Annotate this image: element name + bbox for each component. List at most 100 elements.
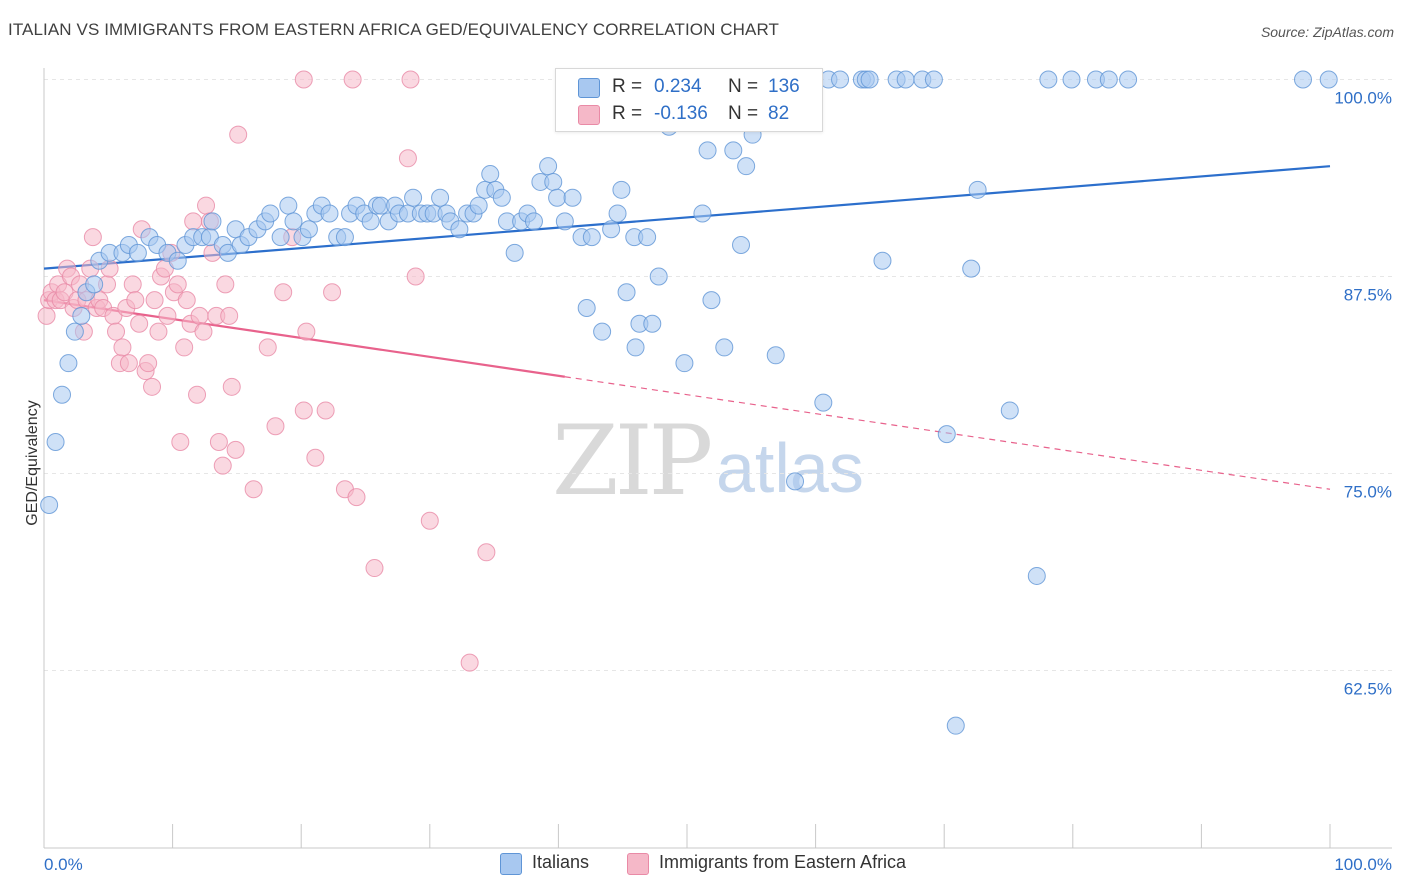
immigrant-point — [294, 70, 313, 89]
immigrant-point — [420, 511, 439, 530]
italian-point — [831, 70, 850, 89]
italian-point — [1119, 70, 1138, 89]
immigrants-swatch — [578, 105, 600, 125]
italian-point — [602, 220, 621, 239]
immigrant-point — [244, 480, 263, 499]
italian-point — [65, 322, 84, 341]
n-value: 136 — [768, 76, 800, 97]
immigrant-point — [171, 432, 190, 451]
immigrant-point — [406, 267, 425, 286]
italian-point — [626, 338, 645, 357]
italian-point — [431, 188, 450, 207]
italian-point — [284, 212, 303, 231]
italian-point — [404, 188, 423, 207]
italian-point — [1099, 70, 1118, 89]
italian-point — [593, 322, 612, 341]
immigrant-point — [213, 456, 232, 475]
italian-point — [946, 716, 965, 735]
immigrant-point — [274, 283, 293, 302]
watermark-atlas: atlas — [716, 429, 864, 507]
immigrant-point — [401, 70, 420, 89]
italian-point — [469, 196, 488, 215]
italian-point — [450, 220, 469, 239]
immigrant-point — [306, 448, 325, 467]
italian-point — [563, 188, 582, 207]
immigrant-point — [477, 543, 496, 562]
axes — [43, 68, 1392, 849]
watermark-zip: ZIP — [552, 405, 713, 517]
italian-point — [168, 251, 187, 270]
italian-point — [271, 228, 290, 247]
immigrant-point — [139, 354, 158, 373]
immigrant-point — [220, 306, 239, 325]
immigrant-point — [266, 417, 285, 436]
italian-point — [643, 314, 662, 333]
italian-point — [962, 259, 981, 278]
immigrant-point — [130, 314, 149, 333]
italian-point — [675, 354, 694, 373]
immigrant-point — [316, 401, 335, 420]
italian-point — [279, 196, 298, 215]
immigrant-point — [209, 432, 228, 451]
chart-title: ITALIAN VS IMMIGRANTS FROM EASTERN AFRIC… — [8, 20, 780, 39]
immigrant-point — [149, 322, 168, 341]
n-label: N = — [728, 103, 759, 124]
italian-point — [737, 157, 756, 176]
immigrant-point — [226, 440, 245, 459]
legend-label: Immigrants from Eastern Africa — [659, 852, 907, 872]
immigrant-point — [107, 322, 126, 341]
immigrant-point — [113, 338, 132, 357]
italian-point — [608, 204, 627, 223]
italian-point — [1293, 70, 1312, 89]
italian-point — [320, 204, 339, 223]
immigrant-point — [347, 488, 366, 507]
italian-point — [544, 172, 563, 191]
y-tick-label: 100.0% — [1334, 89, 1392, 108]
italian-point — [72, 306, 91, 325]
gridlines — [44, 79, 1392, 671]
italian-point — [218, 243, 237, 262]
immigrant-point — [216, 275, 235, 294]
n-label: N = — [728, 76, 759, 97]
immigrant-point — [343, 70, 362, 89]
data-points — [37, 70, 1338, 735]
italian-point — [1000, 401, 1019, 420]
r-value: 0.234 — [654, 76, 702, 97]
italian-point — [814, 393, 833, 412]
immigrant-point — [168, 275, 187, 294]
italian-point — [85, 275, 104, 294]
italian-point — [937, 425, 956, 444]
italian-point — [203, 212, 222, 231]
immigrant-point — [37, 306, 56, 325]
immigrant-point — [365, 559, 384, 578]
italian-point — [693, 204, 712, 223]
immigrant-point — [222, 377, 241, 396]
italian-point — [649, 267, 668, 286]
immigrant-point — [175, 338, 194, 357]
italian-point — [924, 70, 943, 89]
italian-point — [492, 188, 511, 207]
immigrant-point — [398, 149, 417, 168]
x-tick-label: 100.0% — [1334, 855, 1392, 874]
legend-label: Italians — [532, 852, 590, 872]
trend-lines — [43, 165, 1331, 490]
italian-point — [1062, 70, 1081, 89]
italian-point — [53, 385, 72, 404]
y-axis-title: GED/Equivalency — [24, 400, 41, 525]
y-tick-label: 75.0% — [1344, 483, 1392, 502]
italian-point — [860, 70, 879, 89]
italian-point — [1319, 70, 1338, 89]
italian-point — [59, 354, 78, 373]
italian-point — [505, 243, 524, 262]
correlation-legend: R = 0.234 N = 136 R = -0.136 N = 82 — [555, 68, 823, 132]
italian-point — [766, 346, 785, 365]
italian-point — [896, 70, 915, 89]
immigrant-point — [143, 377, 162, 396]
italian-point — [1027, 566, 1046, 585]
immigrant-point — [145, 291, 164, 310]
italian-point — [577, 299, 596, 318]
source-label: Source: ZipAtlas.com — [1260, 24, 1394, 40]
italian-point — [299, 220, 318, 239]
immigrant-point — [197, 196, 216, 215]
